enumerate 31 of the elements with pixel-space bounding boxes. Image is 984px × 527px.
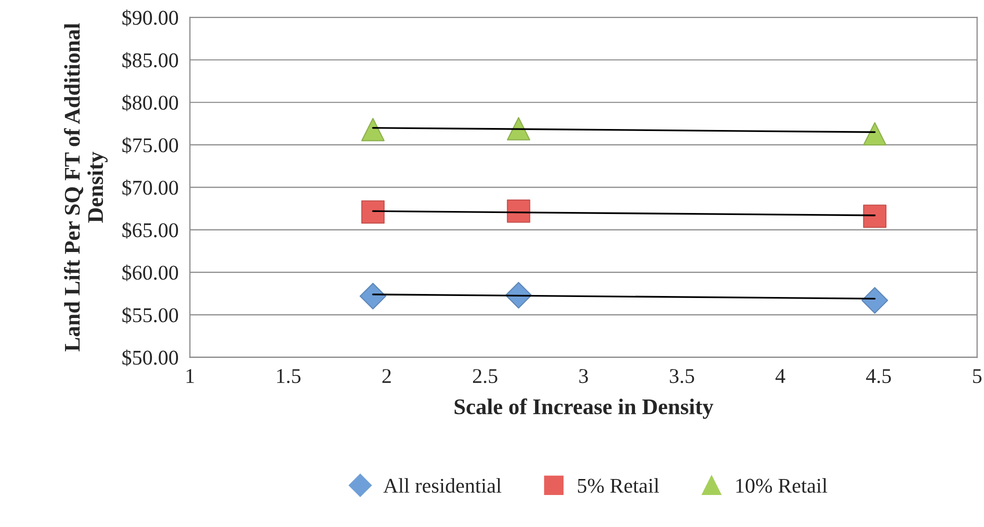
point: [861, 287, 888, 314]
y-tick-label: $60.00: [122, 264, 178, 282]
y-tick-label: $65.00: [122, 222, 178, 239]
x-tick-label: 4.5: [866, 369, 891, 384]
x-tick-label: 4: [776, 369, 786, 383]
y-tick-label: $75.00: [122, 137, 178, 154]
legend-label: 5% Retail: [578, 478, 660, 493]
legend-label: All residential: [383, 478, 502, 493]
y-tick-label: $85.00: [122, 52, 178, 69]
x-tick-label: 3.5: [670, 369, 694, 384]
point: [863, 122, 886, 146]
point: [863, 204, 886, 228]
point: [361, 118, 385, 142]
x-tick-label: 2.5: [473, 369, 498, 384]
x-tick-label: 1.5: [277, 369, 301, 384]
point: [506, 199, 530, 223]
y-tick-label: $55.00: [122, 306, 178, 324]
y-axis-title: Land Lift Per SQ FT of Additional Density: [64, 23, 108, 352]
y-tick-label: $50.00: [122, 349, 178, 366]
point: [360, 282, 386, 310]
x-tick-label: 5: [973, 369, 982, 384]
x-tick-label: 3: [579, 369, 588, 384]
y-tick-label: $90.00: [122, 10, 178, 26]
point: [361, 200, 385, 224]
legend-label: 10% Retail: [736, 478, 828, 493]
x-tick-label: 1: [186, 369, 194, 383]
x-axis-title: Scale of Increase in Density: [454, 398, 714, 419]
x-tick-label: 2: [382, 369, 391, 383]
y-tick-label: $80.00: [122, 94, 178, 112]
y-tick-label: $70.00: [122, 179, 178, 196]
point: [506, 117, 530, 140]
